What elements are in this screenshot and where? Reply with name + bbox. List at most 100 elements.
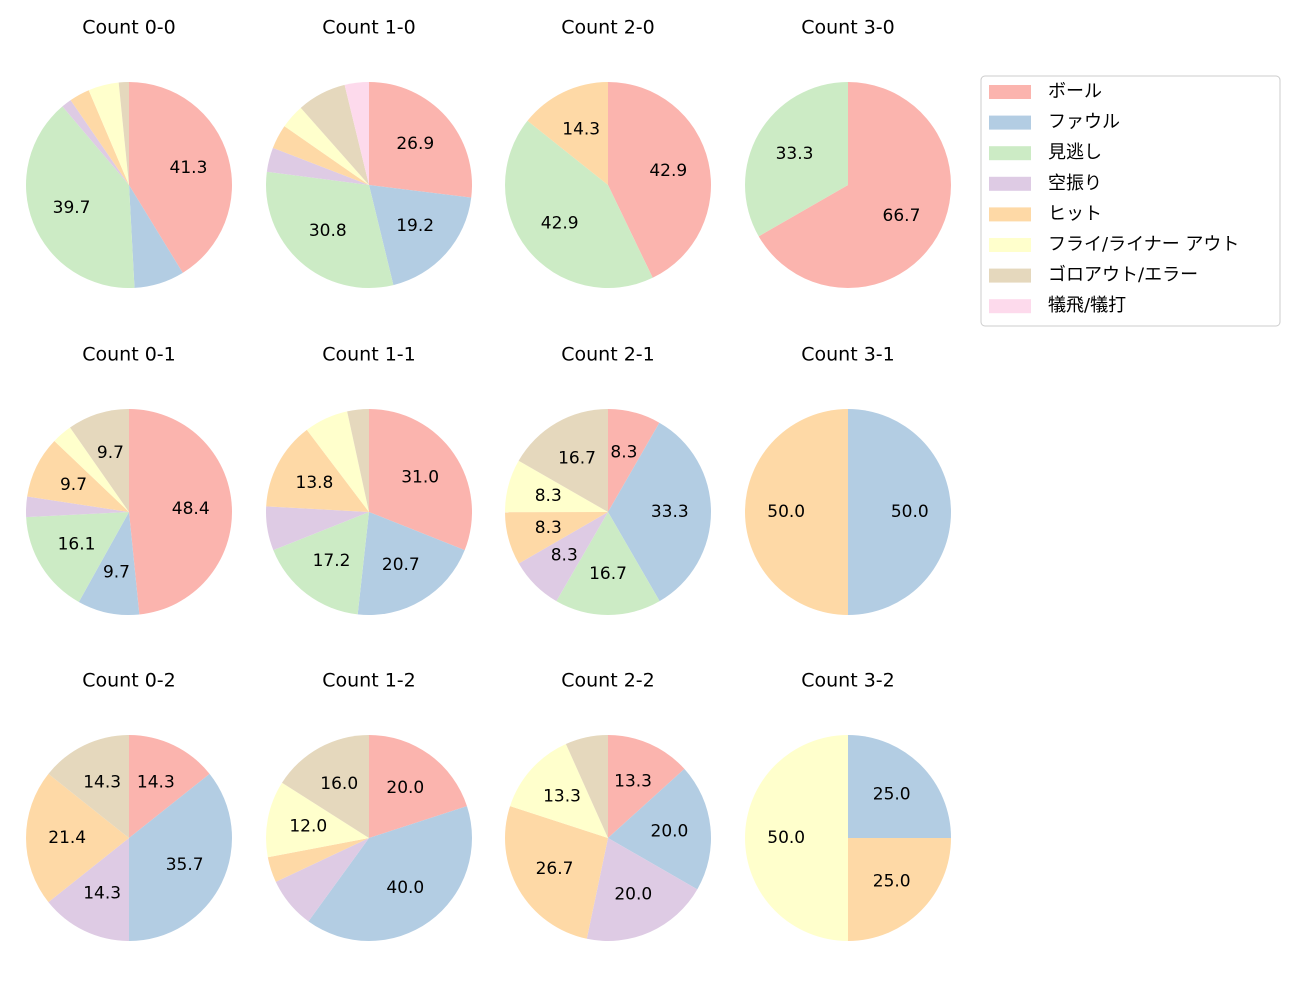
pie-slice [848, 409, 951, 615]
pie-slice [266, 171, 394, 288]
data-label: 14.3 [83, 884, 121, 904]
data-label: 20.0 [386, 778, 424, 798]
pie-slice [26, 773, 130, 903]
pie-slice [26, 106, 135, 288]
data-label: 26.9 [396, 134, 434, 154]
legend-swatch [989, 85, 1031, 99]
pie-slice [369, 409, 472, 551]
pie-slice [745, 735, 848, 941]
pie-slice [505, 806, 608, 939]
pie-slice [745, 409, 848, 615]
pie-slice [129, 409, 233, 615]
data-label: 20.0 [651, 821, 689, 841]
legend-swatch [989, 299, 1031, 314]
pie-slice [369, 735, 467, 838]
pie-slice [54, 427, 129, 512]
chart-title: Count 0-1 [82, 344, 176, 366]
pie-slice [275, 838, 369, 922]
pie-slice [527, 82, 608, 185]
pie-slice [48, 735, 130, 838]
pie-slice [266, 147, 369, 185]
chart-title: Count 0-0 [82, 17, 176, 39]
pie-slice [25, 496, 129, 518]
pie-slice [758, 82, 952, 289]
pie-slice [357, 512, 465, 615]
pie-slice [510, 743, 608, 838]
data-label: 50.0 [767, 828, 805, 848]
pie-slice [48, 838, 130, 941]
pie-slice [344, 82, 369, 185]
pie-slice [369, 185, 472, 286]
data-label: 8.3 [551, 546, 578, 566]
data-label: 21.4 [48, 828, 86, 848]
data-label: 39.7 [53, 198, 91, 218]
data-label: 25.0 [873, 784, 911, 804]
legend-label: ボール [1048, 81, 1102, 102]
pie-slice [518, 512, 608, 602]
pie-slice [505, 512, 608, 564]
legend-label: ヒット [1048, 203, 1102, 224]
pie-slice [129, 735, 210, 838]
data-label: 25.0 [873, 872, 911, 892]
pie-slice [88, 82, 129, 185]
pie-slice [282, 735, 369, 838]
pie-slice [586, 838, 698, 941]
chart-title: Count 1-0 [322, 17, 416, 39]
data-label: 33.3 [651, 502, 689, 522]
legend-label: 空振り [1048, 173, 1102, 194]
pie-slice [608, 409, 660, 512]
pie-slice [70, 90, 129, 185]
data-label: 40.0 [386, 878, 424, 898]
legend-swatch [989, 268, 1031, 283]
pie-slice [745, 82, 848, 237]
pie-slice [347, 409, 369, 512]
pie-slice [369, 82, 472, 198]
data-label: 20.0 [614, 884, 652, 904]
pie-slice [300, 84, 369, 185]
chart-title: Count 3-0 [801, 17, 895, 39]
pie-slice [27, 441, 130, 512]
legend-label: ゴロアウト/エラー [1048, 265, 1198, 286]
data-label: 14.3 [562, 119, 600, 139]
data-label: 13.8 [296, 473, 334, 493]
chart-title: Count 2-1 [561, 344, 655, 366]
chart-title: Count 1-2 [322, 670, 416, 692]
data-label: 41.3 [170, 158, 208, 178]
data-label: 42.9 [541, 214, 579, 234]
data-label: 12.0 [289, 816, 327, 836]
pie-slice [848, 838, 951, 941]
data-label: 14.3 [83, 772, 121, 792]
pie-slice [273, 512, 369, 615]
data-label: 50.0 [891, 502, 929, 522]
chart-title: Count 2-0 [561, 17, 655, 39]
pie-slice [62, 100, 129, 185]
legend-swatch [989, 207, 1031, 222]
data-label: 48.4 [172, 499, 210, 519]
data-label: 19.2 [396, 216, 434, 236]
data-label: 16.0 [320, 774, 358, 794]
data-label: 13.3 [614, 772, 652, 792]
pie-slice [308, 806, 473, 941]
legend-swatch [989, 146, 1031, 161]
data-label: 8.3 [535, 518, 562, 538]
chart-title: Count 3-1 [801, 344, 895, 366]
data-label: 14.3 [137, 772, 175, 792]
data-label: 9.7 [103, 563, 130, 583]
legend-label: 犠飛/犠打 [1048, 295, 1126, 316]
pie-slice [556, 512, 660, 615]
chart-title: Count 2-2 [561, 670, 655, 692]
data-label: 50.0 [767, 502, 805, 522]
data-label: 9.7 [97, 443, 124, 463]
pie-slice [129, 773, 233, 941]
pie-slice [505, 460, 608, 513]
pie-slice [26, 512, 129, 602]
pie-slice [608, 82, 711, 278]
pie-slice [518, 409, 608, 512]
pie-slice [266, 429, 369, 512]
data-label: 42.9 [649, 161, 687, 181]
data-label: 26.7 [536, 859, 574, 879]
data-label: 33.3 [776, 144, 814, 164]
data-label: 8.3 [610, 442, 637, 462]
pie-slice [284, 107, 369, 185]
